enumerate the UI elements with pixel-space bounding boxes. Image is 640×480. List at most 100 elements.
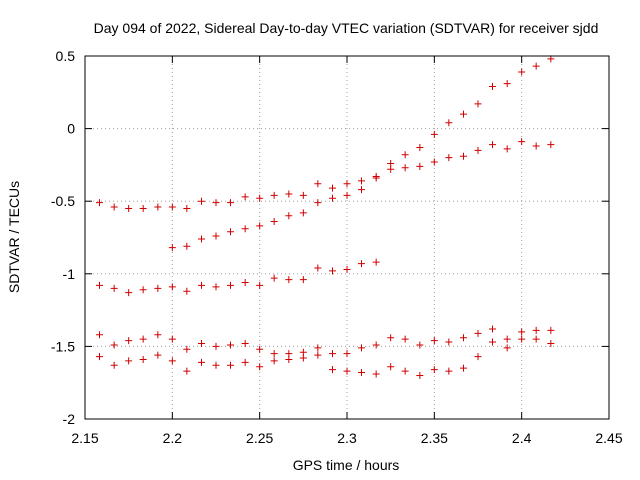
data-point (139, 335, 147, 343)
data-point (445, 119, 453, 127)
data-point (547, 141, 555, 149)
data-point (314, 180, 322, 188)
series-track-1 (95, 55, 555, 212)
data-point (357, 369, 365, 377)
data-point (95, 331, 103, 339)
data-point (329, 366, 337, 374)
data-point (430, 366, 438, 374)
data-point (357, 177, 365, 185)
data-point (343, 191, 351, 199)
data-point (416, 371, 424, 379)
data-point (329, 194, 337, 202)
x-tick-label: 2.4 (512, 430, 532, 446)
data-point (110, 341, 118, 349)
data-point (270, 274, 278, 282)
data-point (547, 55, 555, 63)
data-point (226, 199, 234, 207)
data-point (401, 151, 409, 159)
data-point (474, 100, 482, 108)
data-point (256, 194, 264, 202)
data-point (183, 367, 191, 375)
data-point (270, 191, 278, 199)
x-tick-label: 2.35 (421, 430, 448, 446)
data-point (372, 370, 380, 378)
data-point (430, 158, 438, 166)
data-point (445, 367, 453, 375)
data-point (270, 218, 278, 226)
data-point (314, 199, 322, 207)
data-point (241, 193, 249, 201)
data-point (198, 358, 206, 366)
series-track-2 (168, 138, 555, 252)
data-point (183, 345, 191, 353)
data-point (445, 154, 453, 162)
data-point (343, 367, 351, 375)
data-point (343, 350, 351, 358)
data-points (95, 55, 555, 379)
data-point (357, 186, 365, 194)
data-point (168, 357, 176, 365)
data-point (460, 364, 468, 372)
data-point (503, 145, 511, 153)
data-point (401, 367, 409, 375)
data-point (241, 358, 249, 366)
data-point (168, 335, 176, 343)
data-point (299, 209, 307, 217)
x-tick-label: 2.25 (246, 430, 273, 446)
data-point (343, 265, 351, 273)
data-point (226, 281, 234, 289)
data-point (532, 335, 540, 343)
data-point (372, 341, 380, 349)
data-point (125, 204, 133, 212)
data-point (474, 353, 482, 361)
data-point (474, 329, 482, 337)
data-point (198, 235, 206, 243)
data-point (212, 199, 220, 207)
data-point (387, 165, 395, 173)
data-point (226, 341, 234, 349)
data-point (226, 228, 234, 236)
data-point (518, 328, 526, 336)
data-point (372, 174, 380, 182)
data-point (285, 276, 293, 284)
data-point (314, 264, 322, 272)
data-point (241, 279, 249, 287)
data-point (503, 80, 511, 88)
data-point (95, 281, 103, 289)
data-point (430, 337, 438, 345)
data-point (125, 289, 133, 297)
x-tick-label: 2.45 (595, 430, 622, 446)
x-tick-label: 2.2 (163, 430, 183, 446)
data-point (212, 342, 220, 350)
data-point (285, 190, 293, 198)
data-point (95, 353, 103, 361)
data-point (198, 339, 206, 347)
data-point (547, 326, 555, 334)
data-point (329, 350, 337, 358)
data-point (183, 204, 191, 212)
data-point (256, 222, 264, 230)
data-point (343, 180, 351, 188)
y-tick-label: 0.5 (56, 48, 76, 64)
data-point (488, 325, 496, 333)
data-point (168, 203, 176, 211)
data-point (270, 350, 278, 358)
data-point (241, 225, 249, 233)
data-point (372, 258, 380, 266)
data-point (416, 143, 424, 151)
data-point (474, 146, 482, 154)
data-point (139, 286, 147, 294)
data-point (518, 138, 526, 146)
data-point (488, 338, 496, 346)
data-point (110, 203, 118, 211)
data-point (518, 68, 526, 76)
data-point (256, 281, 264, 289)
data-point (154, 284, 162, 292)
grid-lines (85, 56, 609, 419)
x-axis-label: GPS time / hours (293, 457, 400, 473)
data-point (532, 326, 540, 334)
data-point (226, 361, 234, 369)
data-point (139, 355, 147, 363)
data-point (314, 344, 322, 352)
